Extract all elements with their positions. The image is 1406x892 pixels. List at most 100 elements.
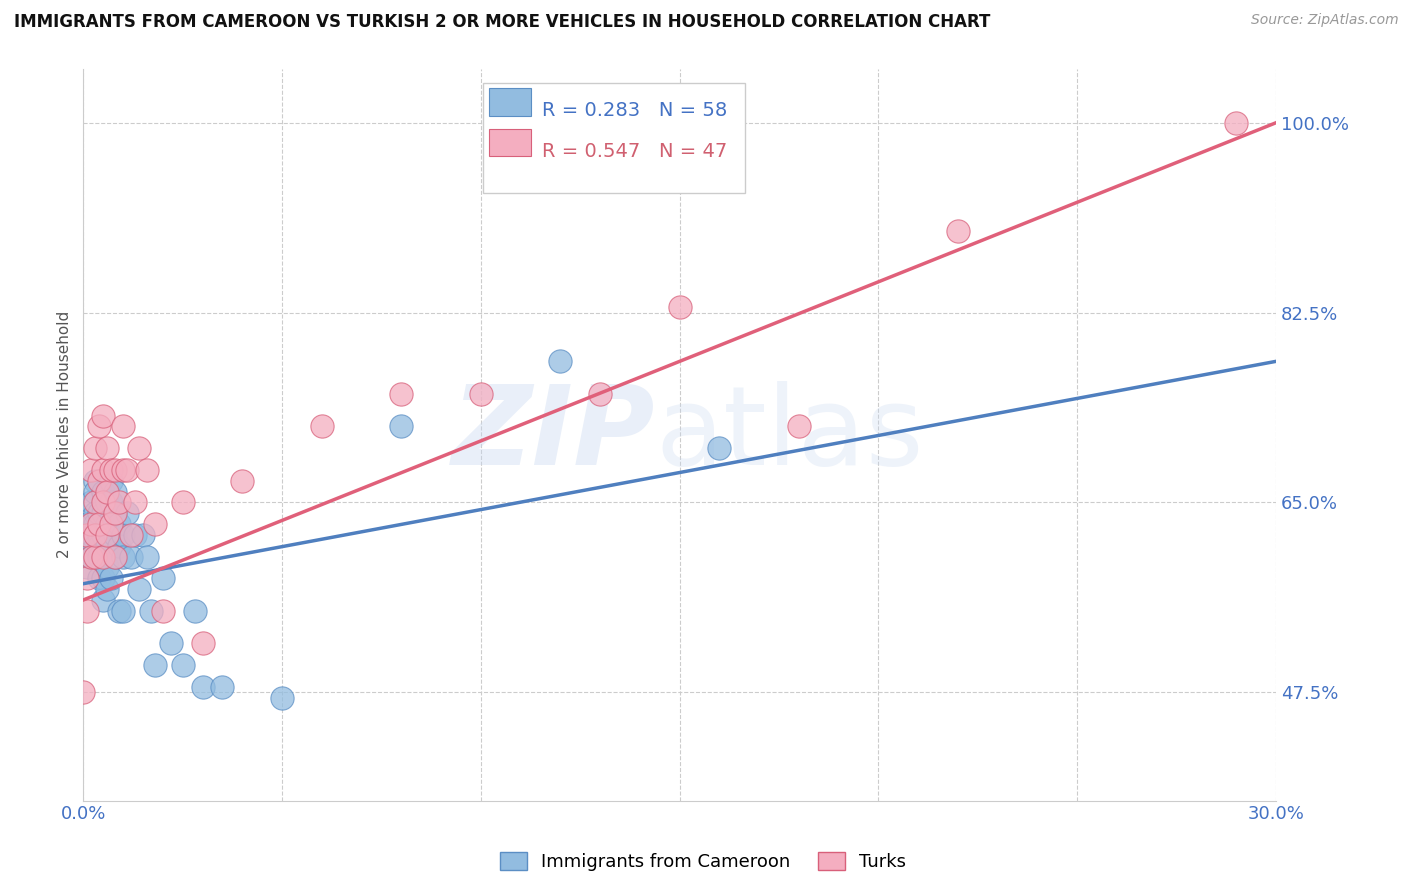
Point xyxy=(112,604,135,618)
Point xyxy=(132,528,155,542)
Point xyxy=(143,658,166,673)
Point xyxy=(389,387,412,401)
Point xyxy=(91,593,114,607)
Point xyxy=(91,506,114,520)
Point xyxy=(76,604,98,618)
Bar xyxy=(489,128,530,156)
Point xyxy=(550,354,572,368)
Point xyxy=(152,571,174,585)
Point xyxy=(112,549,135,564)
Point xyxy=(108,516,131,531)
Point xyxy=(787,419,810,434)
Point xyxy=(271,690,294,705)
Point xyxy=(96,484,118,499)
Point xyxy=(589,387,612,401)
Point xyxy=(100,516,122,531)
Bar xyxy=(489,88,530,116)
Point xyxy=(120,549,142,564)
Point xyxy=(159,636,181,650)
Point xyxy=(91,549,114,564)
Point xyxy=(709,441,731,455)
Point xyxy=(96,560,118,574)
Point xyxy=(89,506,111,520)
Point xyxy=(120,528,142,542)
Text: R = 0.283   N = 58: R = 0.283 N = 58 xyxy=(543,102,728,120)
Point xyxy=(108,495,131,509)
Text: Source: ZipAtlas.com: Source: ZipAtlas.com xyxy=(1251,13,1399,28)
Point xyxy=(470,387,492,401)
Point xyxy=(89,419,111,434)
Point xyxy=(112,419,135,434)
Text: atlas: atlas xyxy=(655,381,924,488)
Point xyxy=(124,528,146,542)
Point xyxy=(231,474,253,488)
Point xyxy=(172,658,194,673)
Point xyxy=(100,571,122,585)
Point xyxy=(84,516,107,531)
Point xyxy=(91,409,114,423)
Point xyxy=(80,549,103,564)
Y-axis label: 2 or more Vehicles in Household: 2 or more Vehicles in Household xyxy=(58,311,72,558)
Point xyxy=(96,516,118,531)
Text: R = 0.547   N = 47: R = 0.547 N = 47 xyxy=(543,142,728,161)
Point xyxy=(84,474,107,488)
Point xyxy=(311,419,333,434)
Point xyxy=(89,549,111,564)
Point xyxy=(115,463,138,477)
Point xyxy=(104,506,127,520)
Point xyxy=(96,539,118,553)
Point xyxy=(84,506,107,520)
Point xyxy=(91,484,114,499)
Point xyxy=(191,680,214,694)
Point xyxy=(104,484,127,499)
Point xyxy=(84,549,107,564)
Point xyxy=(135,549,157,564)
Point xyxy=(104,549,127,564)
Point xyxy=(100,463,122,477)
Point xyxy=(89,528,111,542)
Point xyxy=(80,549,103,564)
Point xyxy=(91,495,114,509)
Point xyxy=(72,685,94,699)
Point xyxy=(76,560,98,574)
Point xyxy=(152,604,174,618)
Point xyxy=(91,571,114,585)
Point xyxy=(91,528,114,542)
Point xyxy=(89,516,111,531)
Point xyxy=(112,528,135,542)
Text: ZIP: ZIP xyxy=(453,381,655,488)
Point xyxy=(183,604,205,618)
Point xyxy=(104,463,127,477)
Point xyxy=(143,516,166,531)
Point xyxy=(96,441,118,455)
Point xyxy=(115,506,138,520)
Point xyxy=(104,549,127,564)
Point xyxy=(124,495,146,509)
Legend: Immigrants from Cameroon, Turks: Immigrants from Cameroon, Turks xyxy=(492,845,914,879)
Point xyxy=(172,495,194,509)
Point xyxy=(89,539,111,553)
FancyBboxPatch shape xyxy=(482,83,745,193)
Point xyxy=(80,528,103,542)
Text: IMMIGRANTS FROM CAMEROON VS TURKISH 2 OR MORE VEHICLES IN HOUSEHOLD CORRELATION : IMMIGRANTS FROM CAMEROON VS TURKISH 2 OR… xyxy=(14,13,990,31)
Point xyxy=(389,419,412,434)
Point xyxy=(104,528,127,542)
Point xyxy=(84,484,107,499)
Point xyxy=(100,516,122,531)
Point xyxy=(80,463,103,477)
Point xyxy=(108,539,131,553)
Point xyxy=(76,516,98,531)
Point xyxy=(96,495,118,509)
Point xyxy=(91,463,114,477)
Point xyxy=(128,582,150,596)
Point xyxy=(112,463,135,477)
Point xyxy=(84,441,107,455)
Point xyxy=(100,495,122,509)
Point xyxy=(191,636,214,650)
Point xyxy=(946,224,969,238)
Point xyxy=(100,474,122,488)
Point xyxy=(76,571,98,585)
Point xyxy=(80,516,103,531)
Point xyxy=(128,441,150,455)
Point xyxy=(104,506,127,520)
